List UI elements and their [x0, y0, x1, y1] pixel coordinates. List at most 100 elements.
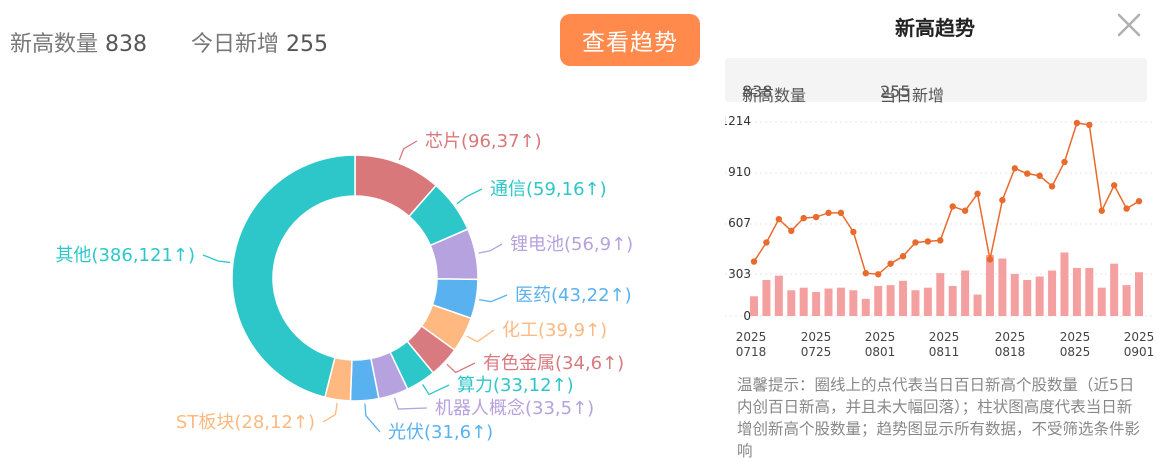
bar-mark — [1023, 279, 1032, 316]
today-label: 今日新增 — [191, 32, 280, 57]
line-point — [1123, 205, 1130, 212]
bar-mark — [899, 280, 908, 316]
trend-chart: 1214910607303020250718202507252025080120… — [725, 114, 1155, 359]
bar-mark — [1048, 270, 1057, 316]
line-point — [999, 196, 1006, 204]
line-point — [800, 214, 807, 222]
bar-mark — [985, 255, 994, 316]
y-tick-label: 303 — [728, 267, 751, 281]
bar-mark — [1010, 273, 1019, 316]
bar-mark — [911, 290, 920, 316]
bar-mark — [1122, 285, 1131, 316]
donut-leader-line — [478, 243, 503, 254]
donut-leader-line — [393, 397, 428, 410]
x-tick-year: 2025 — [736, 330, 767, 344]
donut-leader-line — [479, 294, 508, 303]
y-tick-label: 0 — [743, 309, 751, 323]
bar-mark — [1072, 267, 1081, 316]
line-point — [837, 209, 845, 217]
line-point — [763, 239, 770, 246]
line-point — [1110, 182, 1118, 189]
donut-label: 化工(39,9↑) — [502, 320, 607, 341]
bar-mark — [824, 288, 833, 316]
today-new-count: 今日新增 255 — [191, 26, 328, 58]
line-point — [961, 207, 969, 214]
donut-leader-line — [456, 188, 483, 205]
bar-mark — [1035, 276, 1044, 316]
line-point — [750, 258, 758, 265]
line-point — [1135, 197, 1143, 205]
x-tick-date: 0818 — [995, 345, 1026, 359]
bar-mark — [923, 287, 932, 316]
line-series — [753, 122, 1140, 276]
new-high-label: 新高数量 — [10, 32, 99, 57]
line-point — [924, 238, 932, 245]
x-tick-date: 0901 — [1124, 345, 1155, 359]
bar-mark — [948, 285, 957, 316]
bar-mark — [849, 290, 858, 316]
line-point — [887, 260, 894, 267]
summary-today-value: 255 — [880, 82, 911, 101]
donut-label: 锂电池(56,9↑) — [510, 234, 633, 255]
bar-mark — [787, 290, 796, 316]
bar-mark — [1110, 263, 1119, 316]
new-high-count: 新高数量 838 — [10, 26, 147, 58]
line-point — [949, 203, 956, 210]
bar-mark — [774, 275, 783, 316]
bar-mark — [1060, 252, 1069, 316]
panel-title: 新高趋势 — [895, 16, 975, 40]
donut-label: 其他(386,121↑) — [55, 245, 195, 266]
bar-mark — [750, 296, 758, 316]
line-point — [986, 256, 994, 263]
x-tick-date: 0825 — [1060, 345, 1091, 359]
line-point — [899, 253, 907, 260]
summary-new-high-label: 新高数量 — [742, 86, 807, 105]
donut-leader-line — [202, 254, 231, 264]
today-value: 255 — [286, 32, 329, 57]
line-point — [850, 228, 857, 236]
bar-mark — [762, 279, 771, 316]
x-tick-year: 2025 — [1060, 330, 1091, 344]
donut-label: 通信(59,16↑) — [490, 179, 607, 200]
donut-leader-line — [322, 402, 338, 423]
bar-mark — [861, 298, 870, 316]
y-tick-label: 607 — [728, 216, 751, 230]
x-tick-year: 2025 — [865, 330, 896, 344]
tip-text: 温馨提示：圈线上的点代表当日百日新高个股数量（近5日内创百日新高，并且未大幅回落… — [737, 376, 1141, 460]
bar-mark — [1085, 267, 1094, 316]
line-point — [912, 239, 919, 246]
line-point — [1011, 165, 1019, 172]
sector-donut-chart: 芯片(96,37↑) 通信(59,16↑) 锂电池(56,9↑) 医药(43,22↑)… — [55, 131, 633, 443]
bar-mark — [1135, 272, 1143, 316]
summary-today-label: 当日新增 — [880, 86, 945, 105]
y-tick-label: 910 — [728, 165, 751, 179]
line-point — [937, 237, 944, 244]
donut-leader-line — [446, 362, 476, 374]
view-trend-button[interactable]: 查看趋势 — [560, 14, 700, 66]
donut-leader-line — [422, 383, 450, 396]
bar-mark — [812, 291, 821, 316]
bar-mark — [799, 287, 808, 316]
line-point — [862, 270, 869, 277]
y-tick-label: 1214 — [725, 114, 751, 128]
bar-mark — [836, 287, 845, 316]
donut-label: 机器人概念(33,5↑) — [435, 397, 594, 419]
donut-label: 有色金属(34,6↑) — [483, 353, 624, 374]
donut-label: 算力(33,12↑) — [457, 375, 574, 396]
close-icon[interactable] — [1114, 10, 1144, 40]
x-tick-year: 2025 — [1124, 330, 1155, 344]
line-point — [775, 215, 783, 223]
line-point — [825, 209, 832, 217]
bar-mark — [936, 273, 945, 316]
bar-mark — [1097, 287, 1106, 316]
line-point — [1098, 207, 1105, 214]
line-point — [874, 271, 882, 278]
summary-bar: 新高数量 838 当日新增 255 — [725, 58, 1147, 105]
donut-label: 医药(43,22↑) — [515, 285, 632, 306]
line-point — [812, 213, 820, 221]
line-point — [1061, 158, 1068, 166]
line-point — [1024, 170, 1031, 177]
donut-slice[interactable] — [231, 154, 356, 399]
donut-label: ST板块(28,12↑) — [176, 412, 315, 433]
donut-label: 芯片(96,37↑) — [425, 131, 542, 152]
